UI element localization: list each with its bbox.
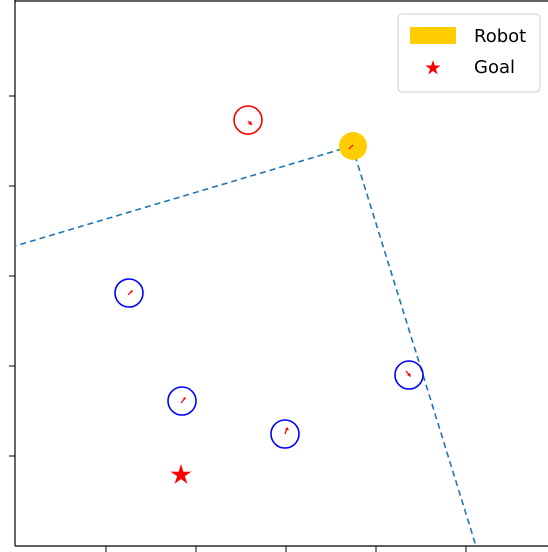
human-circle [394,360,424,390]
human-5 [394,360,424,390]
axes-frame [14,0,548,547]
legend-robot-swatch [410,27,456,44]
human-2 [114,278,144,308]
human-circle [114,278,144,308]
heading-arrow-head-icon [130,290,133,293]
y-axis-ticks [9,95,15,457]
legend-goal-star-icon [425,60,441,75]
human-circle [233,105,263,135]
legend: Robot Goal [397,13,541,93]
x-axis-ticks [105,546,467,552]
human-1 [233,105,263,135]
view-cone [14,145,477,547]
heading-arrow-head-icon [407,373,411,377]
goal [170,464,192,484]
heading-arrow-head-icon [183,397,186,400]
legend-robot-label: Robot [474,26,526,47]
human-4 [270,419,300,449]
heading-arrow-head-icon [248,121,252,125]
goal-star-icon [170,464,192,484]
robot-heading-arrow-icon [348,144,354,150]
legend-goal-label: Goal [474,57,515,78]
heading-arrow-head-icon [285,427,289,430]
robot [339,132,367,160]
robot-marker [339,132,367,160]
human-circle [270,419,300,449]
human-3 [167,386,197,416]
view-cone-right-edge [351,145,477,547]
human-circle [167,386,197,416]
view-cone-left-edge [14,145,353,247]
